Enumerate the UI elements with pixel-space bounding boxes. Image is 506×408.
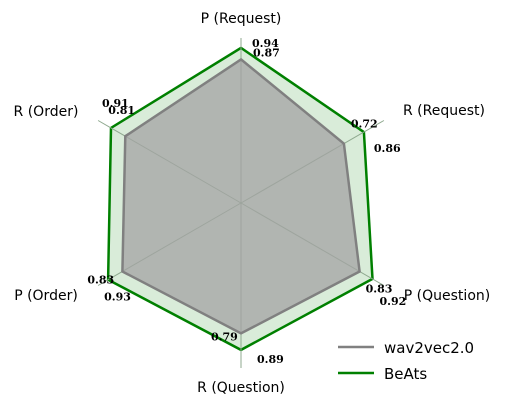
axis-label: P (Order) xyxy=(14,288,78,304)
axis-label: P (Question) xyxy=(404,288,490,304)
radar-series xyxy=(97,38,385,368)
data-label-beats: 0.93 xyxy=(104,291,131,304)
axis-label: P (Request) xyxy=(201,11,282,27)
data-label-beats: 0.91 xyxy=(102,97,129,110)
data-label-beats: 0.94 xyxy=(252,37,279,50)
data-label-beats: 0.92 xyxy=(380,295,407,308)
data-label-beats: 0.86 xyxy=(374,142,401,155)
radar-labels: P (Request) R (Request) P (Question) R (Que… xyxy=(14,11,491,396)
legend-label-wav2vec: wav2vec2.0 xyxy=(384,339,474,357)
series-polygon-wav2vec xyxy=(121,57,361,335)
axis-label: R (Request) xyxy=(403,103,485,119)
data-label-wav2vec: 0.79 xyxy=(211,330,238,343)
axis-label: R (Question) xyxy=(197,380,285,396)
data-label-beats: 0.89 xyxy=(257,353,284,366)
axis-label: R (Order) xyxy=(14,104,79,120)
data-label-wav2vec: 0.83 xyxy=(366,283,393,296)
data-label-wav2vec: 0.72 xyxy=(351,118,378,131)
legend-label-beats: BeAts xyxy=(384,365,427,383)
data-label-wav2vec: 0.83 xyxy=(87,274,114,287)
data-label-wav2vec: 0.87 xyxy=(253,46,280,59)
data-label-wav2vec: 0.81 xyxy=(108,104,135,117)
legend: wav2vec2.0 BeAts xyxy=(338,339,474,383)
